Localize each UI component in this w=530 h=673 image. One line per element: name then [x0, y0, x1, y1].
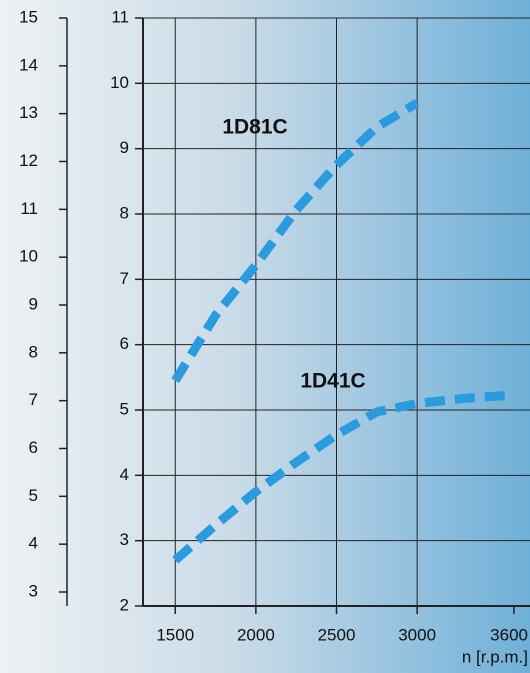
- series-label: 1D81C: [222, 116, 287, 139]
- y2-tick-label: 10: [19, 247, 38, 266]
- x-axis-label: n [r.p.m.]: [462, 647, 528, 666]
- x-tick-label: 1500: [156, 625, 194, 644]
- y2-tick-label: 6: [29, 438, 38, 457]
- y2-tick-label: 3: [29, 581, 38, 600]
- y-tick-label: 9: [120, 138, 129, 157]
- y-tick-label: 11: [111, 7, 129, 26]
- y-tick-label: 5: [120, 399, 129, 418]
- y2-tick-label: 4: [29, 534, 38, 553]
- series-label: 1D41C: [300, 370, 365, 393]
- y2-tick-label: 14: [19, 55, 38, 74]
- series-line: [172, 390, 515, 564]
- y-tick-label: 4: [120, 465, 129, 484]
- y-tick-label: 8: [120, 203, 129, 222]
- y2-tick-label: 13: [19, 103, 38, 122]
- y2-tick-label: 12: [19, 151, 38, 170]
- y2-tick-label: 7: [29, 390, 38, 409]
- y2-tick-label: 8: [29, 342, 38, 361]
- series-line: [171, 99, 420, 383]
- x-tick-label: 3000: [398, 625, 436, 644]
- y2-tick-label: 11: [20, 199, 38, 218]
- y2-tick-label: 5: [29, 486, 38, 505]
- x-tick-label: 3600: [490, 625, 528, 644]
- y2-tick-label: 15: [19, 7, 38, 26]
- x-tick-label: 2000: [237, 625, 275, 644]
- y-tick-label: 6: [120, 334, 129, 353]
- y2-tick-label: 9: [29, 294, 38, 313]
- y-tick-label: 3: [120, 530, 129, 549]
- y-tick-label: 2: [120, 595, 129, 614]
- x-tick-label: 2500: [318, 625, 356, 644]
- y-tick-label: 10: [110, 73, 129, 92]
- y-tick-label: 7: [120, 269, 129, 288]
